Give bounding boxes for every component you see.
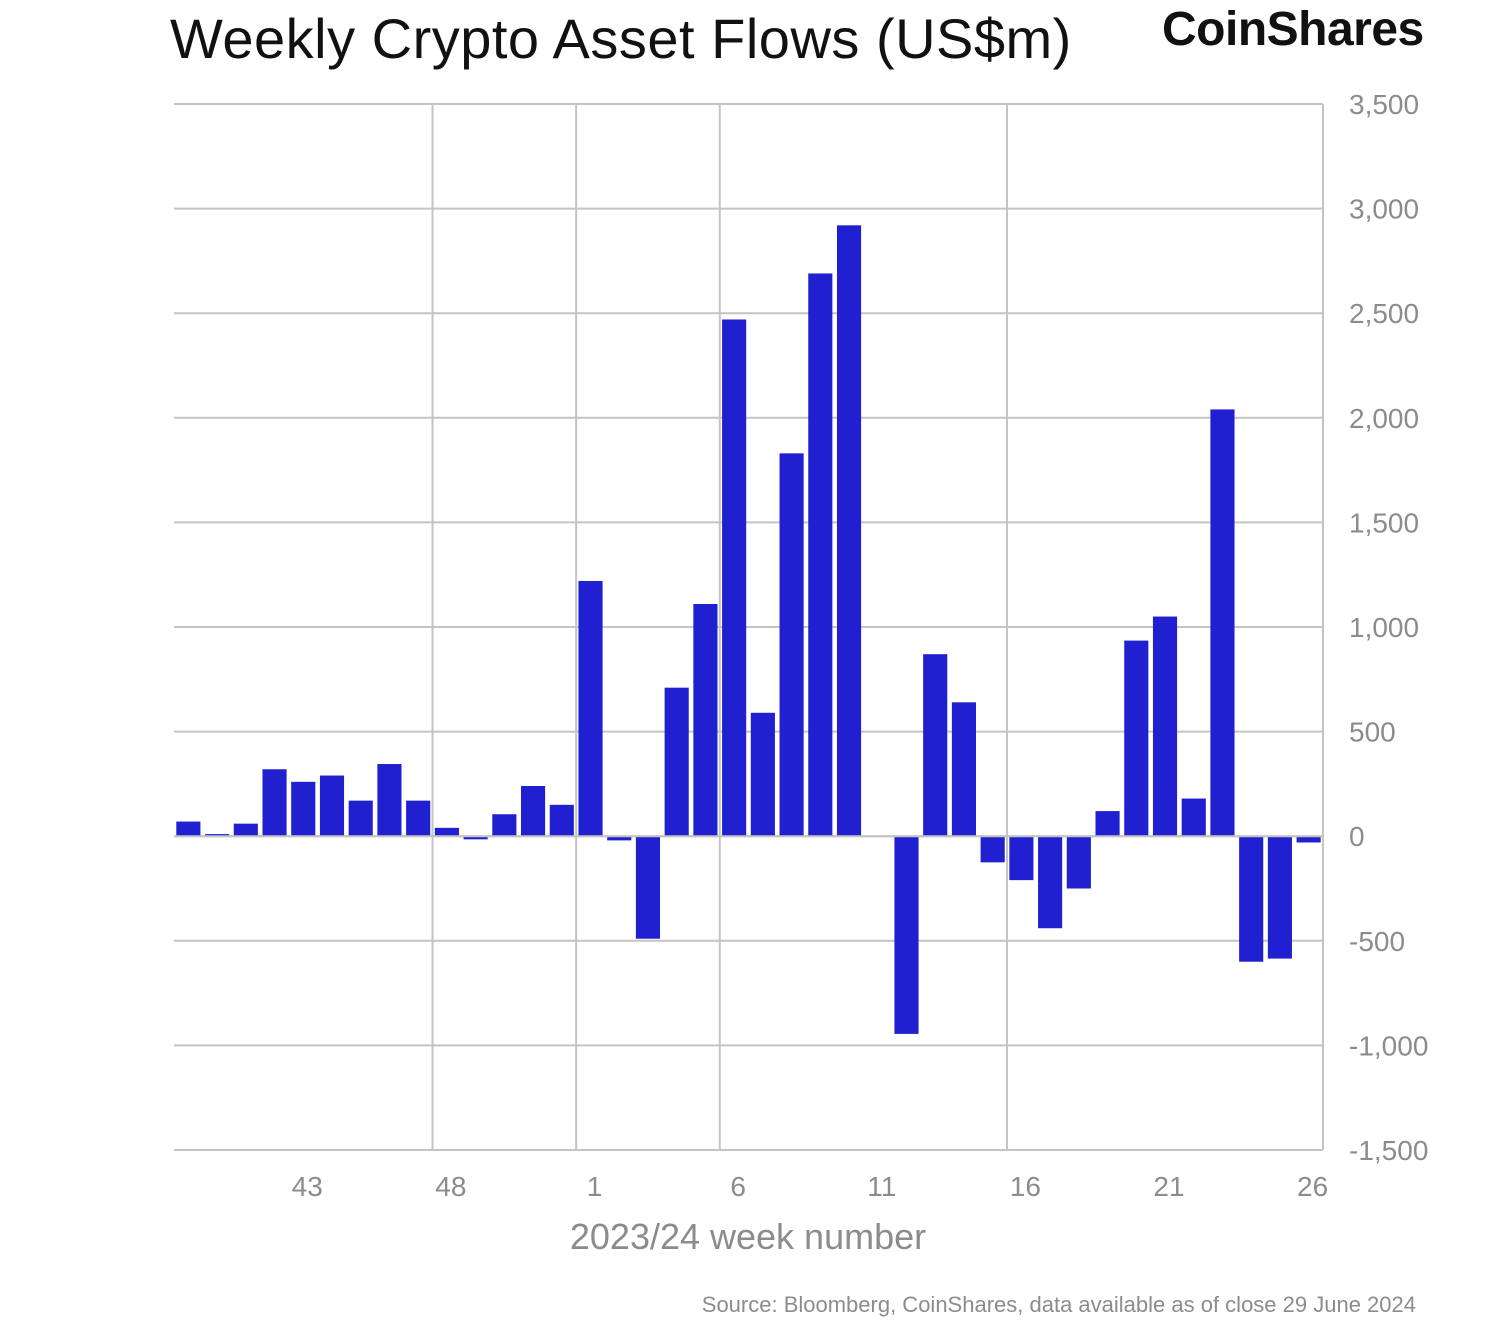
x-axis-title: 2023/24 week number	[570, 1216, 926, 1257]
bar-week-8	[779, 453, 804, 837]
bar-week-22	[1181, 798, 1206, 837]
bar-week-19	[1095, 811, 1120, 837]
bar-week-9	[808, 273, 833, 837]
bar-week-21	[1152, 616, 1178, 837]
x-tick-label: 43	[292, 1171, 323, 1202]
axes	[174, 104, 1324, 1150]
x-tick-label: 6	[730, 1171, 746, 1202]
bar-week-46	[377, 764, 402, 837]
source-note: Source: Bloomberg, CoinShares, data avai…	[701, 1292, 1416, 1317]
bar-week-6	[722, 319, 747, 837]
chart-title: Weekly Crypto Asset Flows (US$m)	[170, 7, 1072, 70]
y-tick-label: 3,000	[1349, 194, 1419, 225]
bar-week-25	[1267, 836, 1292, 959]
y-tick-label: 3,500	[1349, 89, 1419, 120]
bar-week-24	[1239, 836, 1264, 962]
x-tick-label: 48	[435, 1171, 466, 1202]
bar-week-39	[176, 821, 201, 837]
bar-week-18	[1066, 836, 1091, 889]
bar-week-26	[1296, 836, 1321, 843]
bar-week-15	[980, 836, 1005, 863]
y-tick-label: -500	[1349, 926, 1405, 957]
x-tick-label: 1	[587, 1171, 603, 1202]
y-tick-label: 1,000	[1349, 612, 1419, 643]
bar-week-51	[520, 785, 546, 837]
bar-week-49	[463, 836, 488, 840]
bar-week-48	[434, 827, 459, 837]
bar-week-44	[319, 775, 345, 837]
tick-labels: -1,500 -1,000 -500 0 500 1,000 1,500 2,000 2,500…	[292, 89, 1429, 1202]
grid-lines	[174, 103, 1323, 1151]
x-tick-label: 26	[1297, 1171, 1328, 1202]
coinshares-logo: CoinShares	[1162, 3, 1424, 56]
bar-week-1	[578, 580, 603, 837]
y-tick-label: 500	[1349, 717, 1396, 748]
bar-week-5	[693, 603, 718, 837]
y-tick-label: -1,000	[1349, 1030, 1428, 1061]
bar-week-14	[951, 702, 977, 837]
y-tick-label: 2,000	[1349, 403, 1419, 434]
bar-week-13	[923, 654, 948, 837]
y-tick-label: 0	[1349, 821, 1365, 852]
x-tick-label: 21	[1153, 1171, 1184, 1202]
x-tick-label: 11	[867, 1171, 896, 1202]
bar-week-16	[1009, 836, 1034, 881]
bar-week-17	[1038, 836, 1063, 929]
bar-week-42	[262, 769, 287, 837]
bar-week-52	[549, 804, 574, 837]
bar-week-41	[233, 823, 258, 837]
y-tick-label: 2,500	[1349, 298, 1419, 329]
bar-series	[176, 225, 1321, 1034]
bar-week-43	[291, 781, 316, 837]
bar-week-2	[607, 836, 632, 841]
bar-week-12	[894, 836, 919, 1034]
bar-week-23	[1210, 409, 1235, 837]
y-tick-label: 1,500	[1349, 507, 1419, 538]
bar-week-7	[750, 712, 775, 837]
y-tick-label: -1,500	[1349, 1135, 1428, 1166]
bar-week-45	[348, 800, 373, 837]
bar-week-50	[492, 814, 517, 837]
bar-week-10	[836, 225, 862, 837]
x-tick-label: 16	[1010, 1171, 1041, 1202]
bar-week-3	[635, 836, 661, 939]
bar-week-4	[664, 687, 689, 837]
bar-week-47	[406, 800, 431, 837]
bar-week-40	[205, 834, 230, 837]
bar-week-20	[1124, 640, 1149, 837]
